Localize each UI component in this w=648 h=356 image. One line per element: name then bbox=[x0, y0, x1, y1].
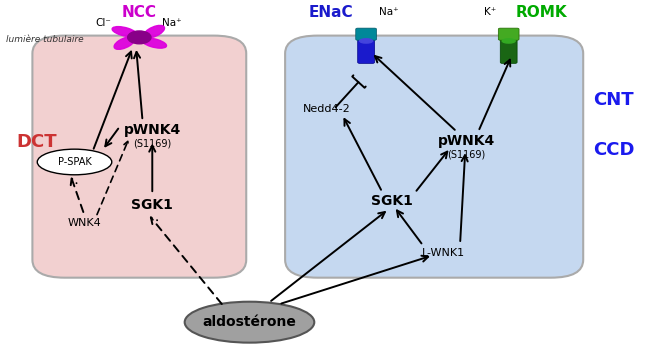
FancyBboxPatch shape bbox=[500, 35, 517, 63]
Text: SGK1: SGK1 bbox=[132, 198, 173, 212]
Ellipse shape bbox=[112, 27, 137, 37]
Circle shape bbox=[128, 31, 151, 44]
Ellipse shape bbox=[142, 38, 167, 48]
FancyBboxPatch shape bbox=[358, 35, 375, 63]
Text: DCT: DCT bbox=[16, 134, 57, 151]
Text: WNK4: WNK4 bbox=[67, 218, 101, 227]
Ellipse shape bbox=[144, 25, 165, 38]
FancyBboxPatch shape bbox=[32, 36, 246, 278]
Text: P-SPAK: P-SPAK bbox=[58, 157, 91, 167]
Text: pWNK4: pWNK4 bbox=[124, 123, 181, 137]
Text: L-WNK1: L-WNK1 bbox=[422, 248, 465, 258]
Text: CNT: CNT bbox=[593, 91, 634, 109]
Text: ENaC: ENaC bbox=[308, 5, 353, 20]
Text: (S1169): (S1169) bbox=[133, 138, 172, 148]
Text: Na⁺: Na⁺ bbox=[379, 7, 399, 17]
Text: Cl⁻: Cl⁻ bbox=[96, 18, 111, 28]
Text: lumière tubulaire: lumière tubulaire bbox=[6, 35, 84, 44]
Text: aldostérone: aldostérone bbox=[203, 315, 296, 329]
Text: SGK1: SGK1 bbox=[371, 194, 413, 208]
FancyBboxPatch shape bbox=[498, 28, 519, 40]
FancyBboxPatch shape bbox=[356, 28, 376, 40]
Text: K⁺: K⁺ bbox=[485, 7, 496, 17]
Ellipse shape bbox=[38, 149, 112, 175]
Ellipse shape bbox=[114, 37, 135, 49]
Text: Nedd4-2: Nedd4-2 bbox=[303, 104, 351, 114]
Text: pWNK4: pWNK4 bbox=[438, 134, 495, 148]
Ellipse shape bbox=[502, 39, 515, 43]
Text: Na⁺: Na⁺ bbox=[162, 18, 181, 28]
Ellipse shape bbox=[185, 302, 314, 342]
Ellipse shape bbox=[360, 39, 373, 43]
FancyBboxPatch shape bbox=[285, 36, 583, 278]
Text: NCC: NCC bbox=[122, 5, 157, 20]
Text: CCD: CCD bbox=[593, 141, 634, 158]
Text: ROMK: ROMK bbox=[515, 5, 567, 20]
Text: (S1169): (S1169) bbox=[447, 149, 486, 159]
